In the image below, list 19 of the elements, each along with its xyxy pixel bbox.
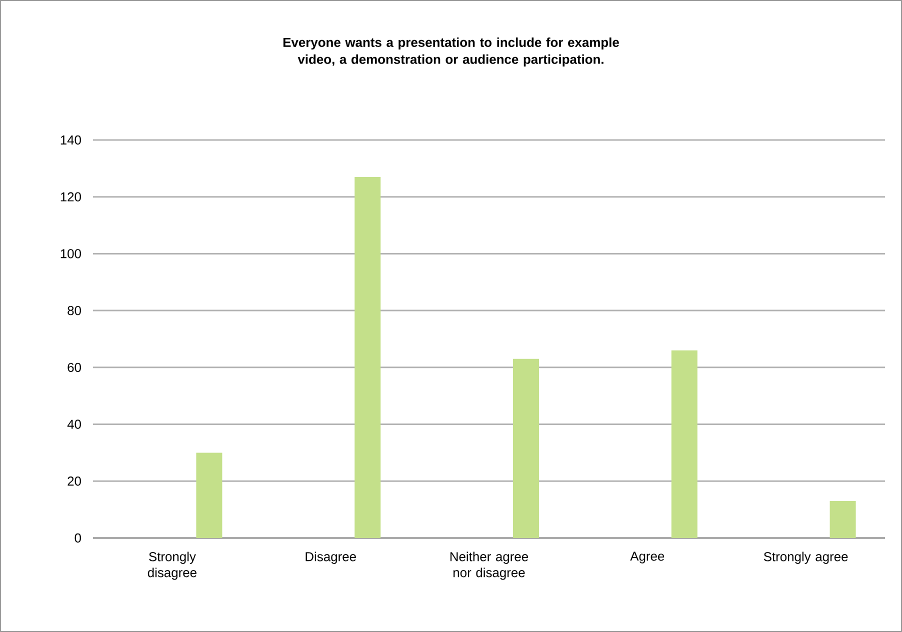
y-tick-label: 60: [68, 362, 81, 372]
y-tick-label: 80: [68, 306, 81, 316]
bar: [354, 176, 381, 538]
y-tick-label: 20: [68, 476, 81, 486]
y-tick-label: 0: [74, 533, 81, 543]
x-tick-label: Neither agree nor disagree: [450, 552, 528, 580]
y-tick-label: 40: [67, 420, 81, 429]
chart-title: Everyone wants a presentation to include for example video, a demonstration or audience participation.: [283, 37, 619, 66]
y-tick-label: 120: [60, 192, 81, 202]
bar: [671, 350, 698, 538]
bar: [830, 501, 856, 538]
x-tick-label: Disagree: [306, 552, 356, 564]
bar: [196, 452, 222, 538]
bar: [513, 358, 540, 538]
x-tick-label: Strongly agree: [764, 552, 848, 564]
y-tick-label: 100: [60, 249, 81, 258]
x-tick-label: Strongly disagree: [148, 552, 196, 580]
x-tick-label: Agree: [630, 552, 664, 564]
y-tick-label: 140: [60, 135, 81, 145]
